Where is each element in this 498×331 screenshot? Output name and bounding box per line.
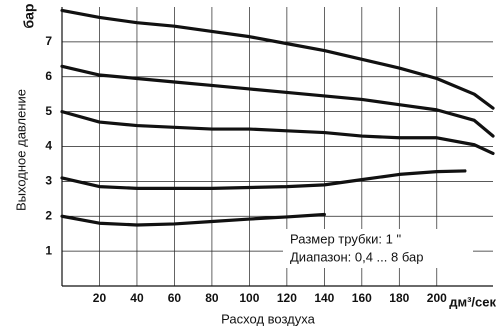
y-tick-label: 7 [45,34,52,48]
x-tick-label: 120 [277,291,297,305]
curve [60,169,467,190]
x-axis-label: Расход воздуха [221,311,315,326]
x-tick-label: 140 [314,291,334,305]
y-tick-label: 2 [45,208,52,222]
x-tick-label: 200 [427,291,447,305]
curve [60,212,326,227]
curve [60,8,495,110]
y-tick-label: 1 [45,243,52,257]
x-tick-label: 160 [352,291,372,305]
x-tick-label: 180 [389,291,409,305]
annotation-box [283,229,473,268]
y-tick-label: 6 [45,69,52,83]
x-unit: дм³/сек [449,294,496,309]
x-tick-label: 20 [93,291,107,305]
curve [60,64,495,138]
y-axis-label: Выходное давление [13,89,28,211]
y-tick-label: 3 [45,174,52,188]
annotation: Диапазон: 0,4 ... 8 бар [290,249,423,264]
y-tick-label: 4 [45,139,52,153]
curve [60,110,495,156]
x-tick-label: 80 [205,291,219,305]
annotation: Размер трубки: 1 " [290,231,401,246]
x-tick-label: 40 [130,291,144,305]
x-tick-label: 60 [168,291,182,305]
x-tick-label: 100 [239,291,259,305]
y-tick-label: 5 [45,104,52,118]
y-unit: бар [21,4,37,29]
